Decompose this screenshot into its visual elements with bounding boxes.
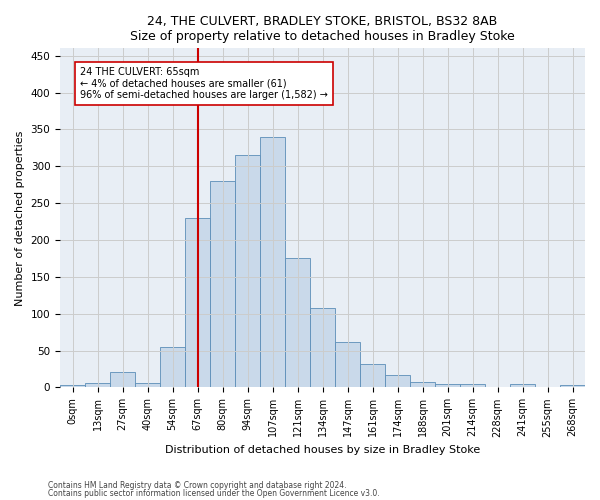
Y-axis label: Number of detached properties: Number of detached properties — [15, 130, 25, 306]
Bar — [435, 384, 460, 388]
Bar — [160, 347, 185, 388]
Title: 24, THE CULVERT, BRADLEY STOKE, BRISTOL, BS32 8AB
Size of property relative to d: 24, THE CULVERT, BRADLEY STOKE, BRISTOL,… — [130, 15, 515, 43]
Bar — [335, 342, 360, 388]
Text: Contains HM Land Registry data © Crown copyright and database right 2024.: Contains HM Land Registry data © Crown c… — [48, 480, 347, 490]
Bar — [235, 155, 260, 388]
Bar — [360, 364, 385, 388]
Bar — [185, 218, 210, 388]
Bar — [385, 375, 410, 388]
Bar — [560, 385, 585, 388]
Bar — [210, 181, 235, 388]
Bar — [135, 383, 160, 388]
Bar — [110, 372, 135, 388]
Bar — [510, 384, 535, 388]
Text: 24 THE CULVERT: 65sqm
← 4% of detached houses are smaller (61)
96% of semi-detac: 24 THE CULVERT: 65sqm ← 4% of detached h… — [80, 67, 328, 100]
Bar — [460, 384, 485, 388]
Text: Contains public sector information licensed under the Open Government Licence v3: Contains public sector information licen… — [48, 489, 380, 498]
Bar — [60, 385, 85, 388]
Bar — [260, 137, 285, 388]
Bar — [85, 383, 110, 388]
Bar — [285, 258, 310, 388]
Bar — [310, 308, 335, 388]
X-axis label: Distribution of detached houses by size in Bradley Stoke: Distribution of detached houses by size … — [165, 445, 480, 455]
Bar — [410, 382, 435, 388]
